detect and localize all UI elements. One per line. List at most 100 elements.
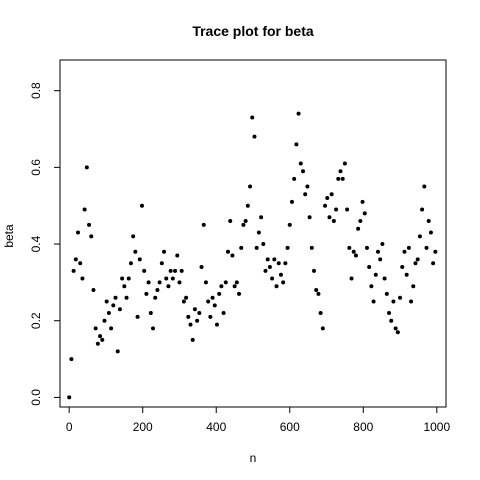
data-point <box>428 230 433 235</box>
data-point <box>102 318 107 323</box>
data-point <box>369 284 374 289</box>
data-point <box>298 161 303 166</box>
data-point <box>179 268 184 273</box>
data-point <box>168 268 173 273</box>
data-point <box>155 288 160 293</box>
data-point <box>199 265 204 270</box>
y-tick-label: 0.6 <box>29 159 43 176</box>
data-point <box>93 326 98 331</box>
data-point <box>431 261 436 266</box>
data-point <box>389 318 394 323</box>
y-tick-label: 0.4 <box>29 235 43 252</box>
data-point <box>364 245 369 250</box>
data-point <box>327 215 332 220</box>
data-point <box>362 211 367 216</box>
data-point <box>137 257 142 262</box>
data-point <box>71 268 76 273</box>
data-point <box>214 322 219 327</box>
data-point <box>340 176 345 181</box>
data-point <box>219 284 224 289</box>
plot-frame <box>59 59 447 408</box>
x-tick-label: 0 <box>66 420 73 434</box>
data-point <box>358 219 363 224</box>
data-point <box>210 295 215 300</box>
data-point <box>300 169 305 174</box>
data-point <box>111 303 116 308</box>
data-point <box>128 261 133 266</box>
data-point <box>387 311 392 316</box>
data-point <box>230 253 235 258</box>
data-point <box>325 196 330 201</box>
data-point <box>91 288 96 293</box>
data-point <box>206 299 211 304</box>
data-point <box>380 242 385 247</box>
data-point <box>263 268 268 273</box>
data-point <box>144 291 149 296</box>
data-point <box>356 226 361 231</box>
data-point <box>422 184 427 189</box>
data-point <box>201 222 206 227</box>
data-point <box>100 337 105 342</box>
data-point <box>104 299 109 304</box>
data-point <box>122 284 127 289</box>
data-point <box>272 257 277 262</box>
data-point <box>278 272 283 277</box>
data-point <box>309 245 314 250</box>
data-point <box>285 245 290 250</box>
data-point <box>69 357 74 362</box>
data-point <box>67 395 72 400</box>
data-point <box>131 234 136 239</box>
data-point <box>296 111 301 116</box>
data-point <box>270 276 275 281</box>
data-point <box>139 203 144 208</box>
data-point <box>241 222 246 227</box>
data-point <box>232 284 237 289</box>
data-point <box>424 245 429 250</box>
data-point <box>87 222 92 227</box>
data-point <box>353 253 358 258</box>
data-point <box>395 330 400 335</box>
x-tick-label: 800 <box>353 420 373 434</box>
x-tick-label: 200 <box>133 420 153 434</box>
data-point <box>80 276 85 281</box>
data-point <box>113 295 118 300</box>
data-point <box>84 165 89 170</box>
y-tick-label: 0.8 <box>29 82 43 99</box>
data-point <box>203 280 208 285</box>
data-point <box>98 334 103 339</box>
data-point <box>259 215 264 220</box>
data-point <box>373 272 378 277</box>
data-point <box>303 192 308 197</box>
data-point <box>188 322 193 327</box>
data-point <box>223 280 228 285</box>
data-point <box>312 268 317 273</box>
data-point <box>334 207 339 212</box>
data-point <box>228 219 233 224</box>
data-point <box>89 234 94 239</box>
data-point <box>406 245 411 250</box>
data-point <box>162 249 167 254</box>
data-point <box>78 261 83 266</box>
data-point <box>159 261 164 266</box>
data-point <box>106 311 111 316</box>
data-point <box>256 230 261 235</box>
data-point <box>234 280 239 285</box>
data-point <box>294 142 299 147</box>
data-point <box>170 276 175 281</box>
data-point <box>367 265 372 270</box>
data-point <box>345 207 350 212</box>
data-point <box>384 291 389 296</box>
data-point <box>243 219 248 224</box>
data-point <box>173 268 178 273</box>
data-point <box>226 249 231 254</box>
data-point <box>417 234 422 239</box>
data-point <box>420 207 425 212</box>
data-point <box>73 257 78 262</box>
data-point <box>184 295 189 300</box>
data-point <box>177 280 182 285</box>
data-point <box>378 257 383 262</box>
data-point <box>261 242 266 247</box>
data-point <box>181 299 186 304</box>
data-point <box>166 284 171 289</box>
